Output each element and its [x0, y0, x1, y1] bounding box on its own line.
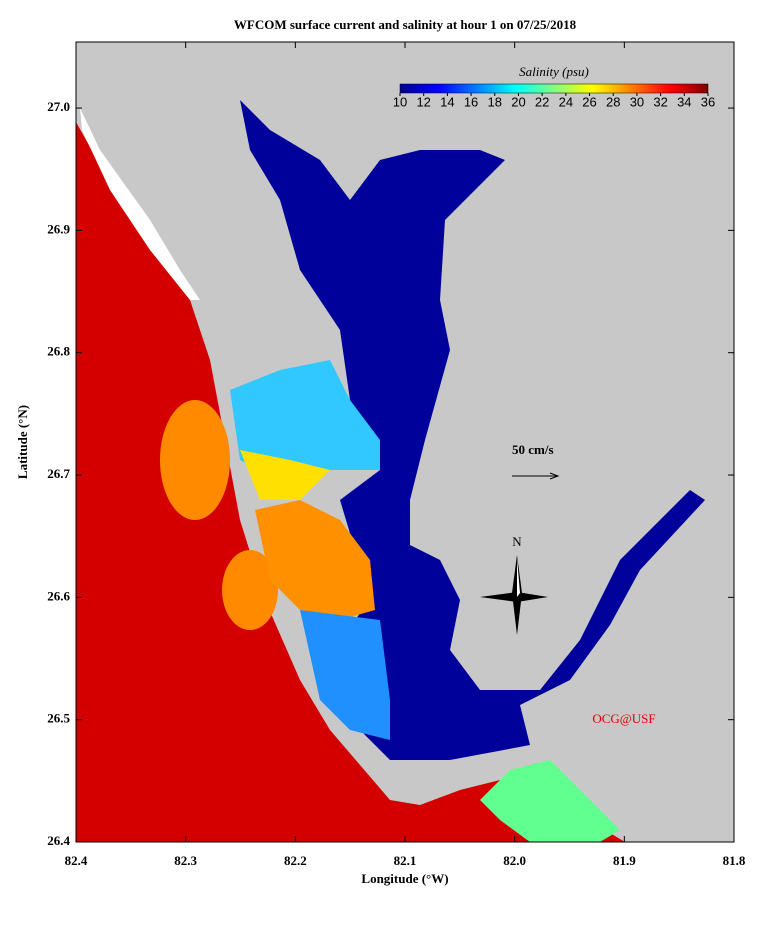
colorbar-tick-label: 30 [630, 94, 644, 109]
pass-plume [160, 400, 230, 520]
pine-island-sound [255, 500, 375, 620]
y-tick-label: 26.8 [47, 344, 70, 359]
y-tick-label: 27.0 [47, 99, 70, 114]
y-tick-label: 26.6 [47, 588, 70, 603]
colorbar-tick-label: 28 [606, 94, 620, 109]
san-carlos-bay [300, 610, 390, 740]
compass [517, 558, 520, 597]
y-tick-label: 26.4 [47, 833, 70, 848]
colorbar-label: Salinity (psu) [519, 64, 589, 79]
x-tick-label: 82.0 [503, 853, 526, 868]
colorbar-tick-label: 12 [416, 94, 430, 109]
colorbar-tick-label: 26 [582, 94, 596, 109]
scale-arrow-head [549, 472, 560, 480]
x-tick-label: 81.9 [613, 853, 636, 868]
x-tick-label: 82.4 [65, 853, 88, 868]
gulf-water [76, 122, 625, 842]
colorbar-tick-label: 14 [440, 94, 454, 109]
y-tick-label: 26.7 [47, 466, 70, 481]
x-tick-label: 82.1 [394, 853, 417, 868]
credit: OCG@USF [592, 711, 655, 726]
colorbar-tick-label: 32 [653, 94, 667, 109]
estuary [240, 100, 705, 760]
colorbar-tick-label: 16 [464, 94, 478, 109]
colorbar-tick-label: 36 [701, 94, 715, 109]
x-axis-label: Longitude (°W) [361, 871, 448, 886]
colorbar [399, 83, 709, 94]
colorbar-tick-label: 34 [677, 94, 691, 109]
y-tick-label: 26.5 [47, 711, 70, 726]
harbor-mouth [240, 450, 330, 500]
pass-plume [222, 550, 278, 630]
scale-label: 50 cm/s [512, 442, 554, 457]
harbor-mouth [230, 360, 380, 480]
colorbar-tick-label: 22 [535, 94, 549, 109]
map [76, 42, 734, 842]
axes [75, 41, 735, 843]
y-axis-label: Latitude (°N) [15, 405, 30, 479]
colorbar-tick-label: 18 [488, 94, 502, 109]
colorbar-tick-label: 10 [393, 94, 407, 109]
north-label: N [512, 534, 522, 549]
x-tick-label: 82.3 [174, 853, 197, 868]
y-tick-label: 26.9 [47, 221, 70, 236]
colorbar-tick-label: 24 [559, 94, 573, 109]
caloosahatchee-mouth [480, 760, 620, 842]
x-tick-label: 82.2 [284, 853, 307, 868]
compass [480, 592, 548, 602]
colorbar-tick-label: 20 [511, 94, 525, 109]
chart-title: WFCOM surface current and salinity at ho… [234, 17, 577, 32]
x-tick-label: 81.8 [723, 853, 746, 868]
